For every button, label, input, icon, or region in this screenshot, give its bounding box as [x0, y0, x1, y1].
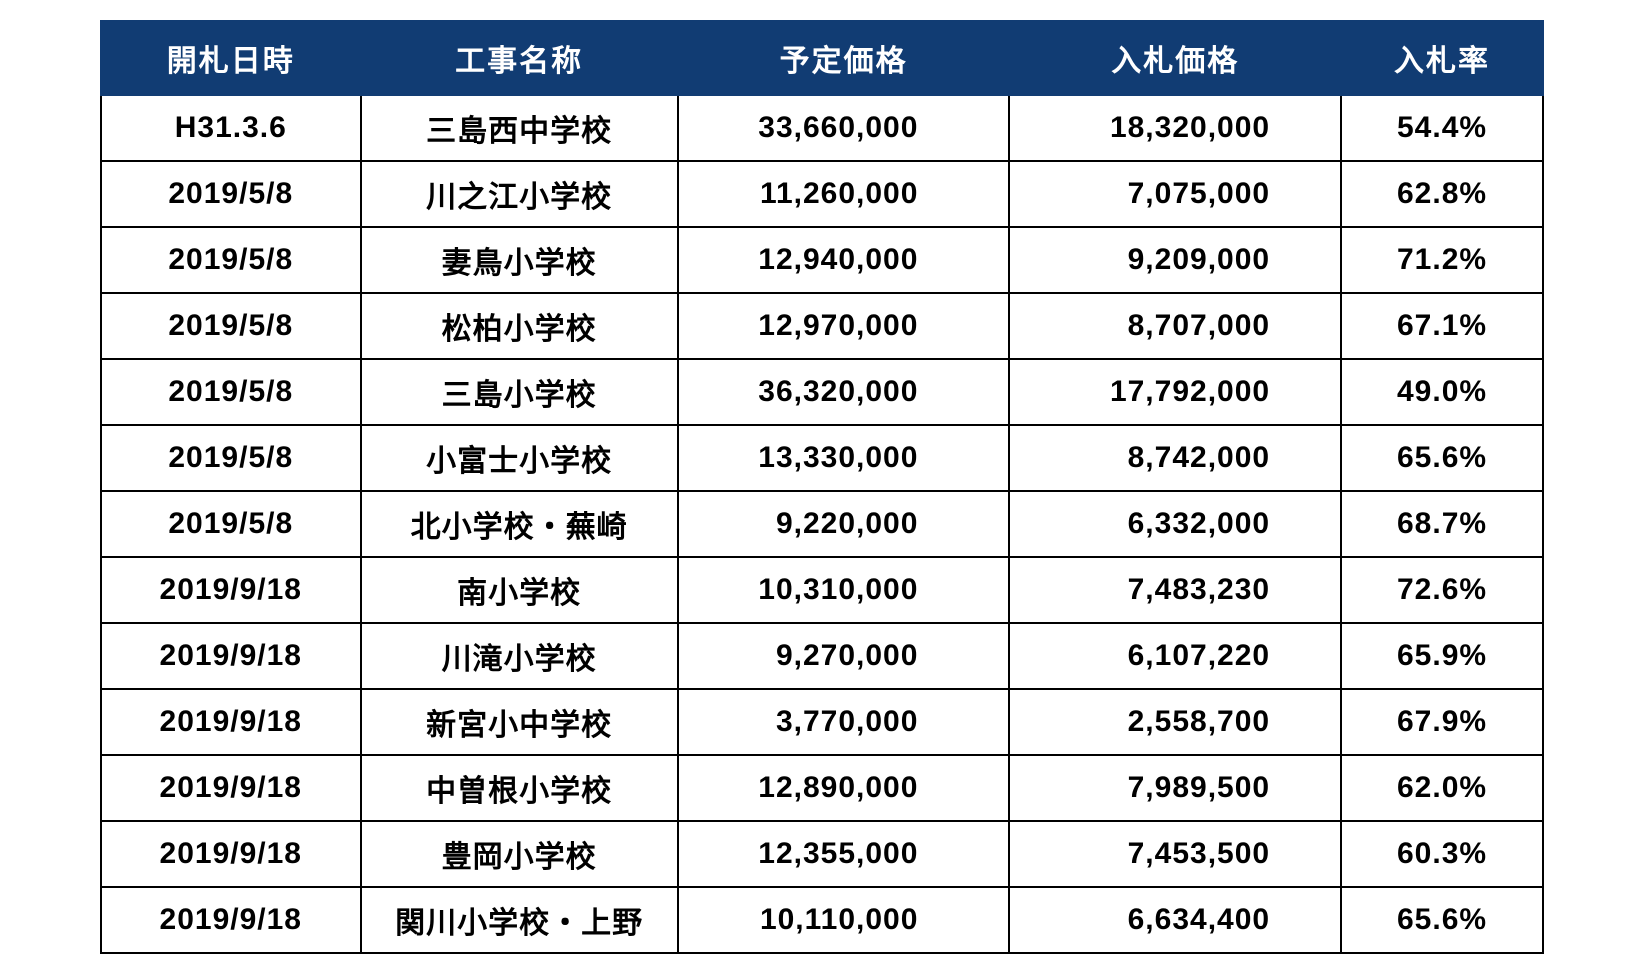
table-row: 2019/9/18新宮小中学校3,770,0002,558,70067.9%	[101, 689, 1543, 755]
cell-est: 13,330,000	[678, 425, 1010, 491]
cell-bid: 7,453,500	[1009, 821, 1341, 887]
table-row: 2019/9/18川滝小学校9,270,0006,107,22065.9%	[101, 623, 1543, 689]
cell-est: 3,770,000	[678, 689, 1010, 755]
table-row: 2019/5/8三島小学校36,320,00017,792,00049.0%	[101, 359, 1543, 425]
cell-name: 北小学校・蕪崎	[361, 491, 678, 557]
cell-bid: 7,075,000	[1009, 161, 1341, 227]
cell-rate: 49.0%	[1341, 359, 1543, 425]
cell-est: 12,355,000	[678, 821, 1010, 887]
cell-date: 2019/5/8	[101, 161, 361, 227]
cell-bid: 8,707,000	[1009, 293, 1341, 359]
cell-rate: 68.7%	[1341, 491, 1543, 557]
cell-date: 2019/9/18	[101, 689, 361, 755]
cell-rate: 65.9%	[1341, 623, 1543, 689]
table-row: 2019/9/18関川小学校・上野10,110,0006,634,40065.6…	[101, 887, 1543, 953]
cell-bid: 18,320,000	[1009, 95, 1341, 161]
cell-bid: 6,107,220	[1009, 623, 1341, 689]
cell-rate: 62.0%	[1341, 755, 1543, 821]
cell-name: 妻鳥小学校	[361, 227, 678, 293]
cell-rate: 67.9%	[1341, 689, 1543, 755]
cell-date: 2019/9/18	[101, 755, 361, 821]
cell-name: 小富士小学校	[361, 425, 678, 491]
cell-date: 2019/5/8	[101, 293, 361, 359]
table-row: H31.3.6三島西中学校33,660,00018,320,00054.4%	[101, 95, 1543, 161]
cell-rate: 67.1%	[1341, 293, 1543, 359]
cell-rate: 71.2%	[1341, 227, 1543, 293]
cell-rate: 65.6%	[1341, 425, 1543, 491]
cell-date: 2019/5/8	[101, 359, 361, 425]
table-row: 2019/9/18豊岡小学校12,355,0007,453,50060.3%	[101, 821, 1543, 887]
cell-est: 12,890,000	[678, 755, 1010, 821]
cell-est: 9,220,000	[678, 491, 1010, 557]
table-row: 2019/5/8川之江小学校11,260,0007,075,00062.8%	[101, 161, 1543, 227]
cell-est: 12,940,000	[678, 227, 1010, 293]
cell-name: 三島小学校	[361, 359, 678, 425]
cell-est: 33,660,000	[678, 95, 1010, 161]
cell-name: 関川小学校・上野	[361, 887, 678, 953]
cell-est: 10,110,000	[678, 887, 1010, 953]
table-row: 2019/5/8北小学校・蕪崎9,220,0006,332,00068.7%	[101, 491, 1543, 557]
table-row: 2019/9/18中曽根小学校12,890,0007,989,50062.0%	[101, 755, 1543, 821]
cell-name: 三島西中学校	[361, 95, 678, 161]
cell-est: 9,270,000	[678, 623, 1010, 689]
cell-name: 川滝小学校	[361, 623, 678, 689]
cell-rate: 54.4%	[1341, 95, 1543, 161]
col-header-name: 工事名称	[361, 21, 678, 95]
cell-bid: 6,634,400	[1009, 887, 1341, 953]
cell-est: 11,260,000	[678, 161, 1010, 227]
col-header-bid: 入札価格	[1009, 21, 1341, 95]
cell-name: 新宮小中学校	[361, 689, 678, 755]
cell-name: 中曽根小学校	[361, 755, 678, 821]
col-header-rate: 入札率	[1341, 21, 1543, 95]
table-row: 2019/5/8小富士小学校13,330,0008,742,00065.6%	[101, 425, 1543, 491]
cell-bid: 6,332,000	[1009, 491, 1341, 557]
cell-name: 南小学校	[361, 557, 678, 623]
cell-name: 豊岡小学校	[361, 821, 678, 887]
col-header-date: 開札日時	[101, 21, 361, 95]
cell-date: 2019/5/8	[101, 491, 361, 557]
cell-date: H31.3.6	[101, 95, 361, 161]
cell-est: 10,310,000	[678, 557, 1010, 623]
cell-date: 2019/9/18	[101, 557, 361, 623]
cell-rate: 62.8%	[1341, 161, 1543, 227]
cell-date: 2019/9/18	[101, 887, 361, 953]
table-row: 2019/9/18南小学校10,310,0007,483,23072.6%	[101, 557, 1543, 623]
cell-date: 2019/5/8	[101, 425, 361, 491]
table-row: 2019/5/8妻鳥小学校12,940,0009,209,00071.2%	[101, 227, 1543, 293]
cell-rate: 72.6%	[1341, 557, 1543, 623]
cell-name: 川之江小学校	[361, 161, 678, 227]
cell-bid: 7,483,230	[1009, 557, 1341, 623]
cell-date: 2019/5/8	[101, 227, 361, 293]
table-row: 2019/5/8松柏小学校12,970,0008,707,00067.1%	[101, 293, 1543, 359]
cell-est: 12,970,000	[678, 293, 1010, 359]
cell-rate: 60.3%	[1341, 821, 1543, 887]
cell-bid: 17,792,000	[1009, 359, 1341, 425]
cell-bid: 7,989,500	[1009, 755, 1341, 821]
table-header-row: 開札日時 工事名称 予定価格 入札価格 入札率	[101, 21, 1543, 95]
cell-name: 松柏小学校	[361, 293, 678, 359]
cell-date: 2019/9/18	[101, 623, 361, 689]
cell-est: 36,320,000	[678, 359, 1010, 425]
cell-bid: 9,209,000	[1009, 227, 1341, 293]
cell-date: 2019/9/18	[101, 821, 361, 887]
cell-bid: 8,742,000	[1009, 425, 1341, 491]
cell-bid: 2,558,700	[1009, 689, 1341, 755]
bid-results-table: 開札日時 工事名称 予定価格 入札価格 入札率 H31.3.6三島西中学校33,…	[100, 20, 1544, 954]
col-header-est: 予定価格	[678, 21, 1010, 95]
cell-rate: 65.6%	[1341, 887, 1543, 953]
